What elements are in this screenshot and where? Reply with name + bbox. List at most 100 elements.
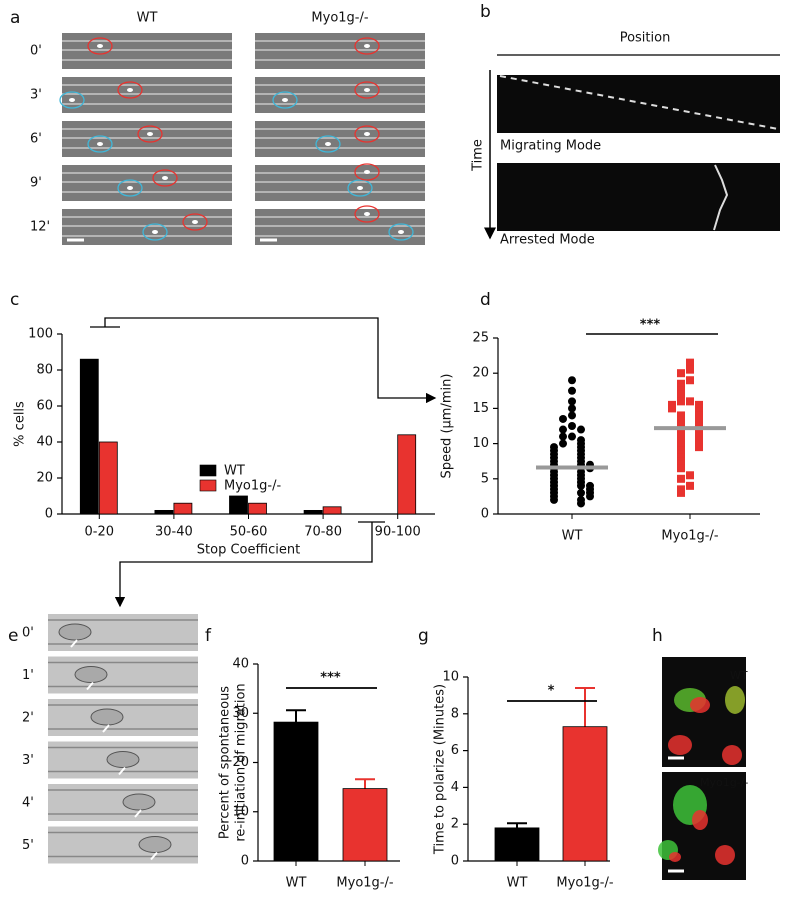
time-label: 3' [22,753,34,768]
x-tick-label: WT [562,529,583,544]
y-tick-label: 4 [451,780,459,795]
time-label: 0' [22,626,34,641]
cell [364,44,370,48]
data-point [686,376,694,385]
y-tick-label: 20 [232,755,249,770]
y-tick-label: 0 [241,854,249,869]
y-tick-label: 30 [232,706,249,721]
track [713,164,729,231]
data-point [677,411,685,420]
time-label: 3' [30,88,42,103]
cell-marker [354,37,380,55]
bar [79,358,99,515]
cell-marker [182,213,208,231]
cell [668,735,692,755]
x-tick-label: Myo1g-/- [556,876,613,891]
panel-letter: b [480,2,491,22]
y-tick-label: 10 [442,670,459,685]
panel-letter: f [205,626,212,646]
cell [357,186,363,190]
y-tick-label: 100 [28,327,53,342]
time-label: 2' [22,711,34,726]
time-label: 4' [22,796,34,811]
y-tick-label: 0 [45,507,53,522]
cell [282,98,288,102]
data-point [568,386,576,395]
data-point [677,390,685,399]
cell [127,88,133,92]
data-point [686,397,694,406]
bar [322,506,342,515]
data-point [686,358,694,367]
cell [90,708,124,726]
bar [154,509,174,515]
cell [97,142,103,146]
cell [669,852,681,862]
bar [229,495,248,515]
column-title: WT [137,11,158,26]
cell [138,836,172,853]
bar [562,726,608,862]
data-point [568,422,576,430]
data-point [677,418,685,427]
bar [98,441,118,515]
time-label: 5' [22,838,34,853]
cell-marker [117,81,143,99]
arrow-marker [70,639,78,648]
y-tick-label: 20 [472,366,489,381]
x-tick-label: WT [286,876,307,891]
data-point [577,499,585,508]
data-point [550,495,558,504]
bar [248,502,267,515]
cell [725,686,745,714]
cell [162,176,168,180]
arrow-marker [86,681,94,691]
bar [397,434,417,515]
legend-label: WT [224,464,245,479]
condition-label: Myo1g-/- [700,776,748,789]
y-tick-label: 6 [451,743,459,758]
cell-marker [315,135,341,153]
cell [192,220,198,224]
data-point [568,397,576,406]
axis-label: Time [471,139,486,172]
connector [120,521,385,606]
x-tick-label: 90-100 [375,525,421,540]
connector [90,317,435,398]
y-axis-label: Percent of spontaneous [218,686,233,839]
x-tick-label: Myo1g-/- [336,876,393,891]
arrow-marker [118,766,126,776]
x-tick-label: 30-40 [155,525,193,540]
cell-marker [347,179,373,197]
cell-marker [388,223,414,241]
y-tick-label: 10 [472,436,489,451]
panel-letter: c [10,290,19,310]
y-axis-label: re-initiation of migration [234,683,249,841]
micrograph [62,209,232,245]
panel-letter: e [8,626,18,646]
cell [398,230,404,234]
cell-marker [354,205,380,223]
y-tick-label: 15 [472,401,489,416]
axis-label: Position [620,31,671,46]
x-tick-label: 50-60 [230,525,268,540]
micrograph [255,165,425,201]
cell-marker [87,37,113,55]
significance-label: *** [640,318,661,333]
cell [152,230,158,234]
cell [325,142,331,146]
data-point [677,439,685,448]
data-point [568,376,576,385]
cell [364,170,370,174]
cell [364,132,370,136]
arrow-marker [102,724,110,733]
legend-swatch [199,464,217,477]
x-axis-label: Stop Coefficient [197,543,300,558]
mode-label: Migrating Mode [500,139,601,154]
arrow-marker [150,851,158,861]
y-axis-label: Speed (μm/min) [440,374,455,479]
data-point [559,414,567,423]
arrow-marker [134,809,142,818]
cell [690,697,710,713]
